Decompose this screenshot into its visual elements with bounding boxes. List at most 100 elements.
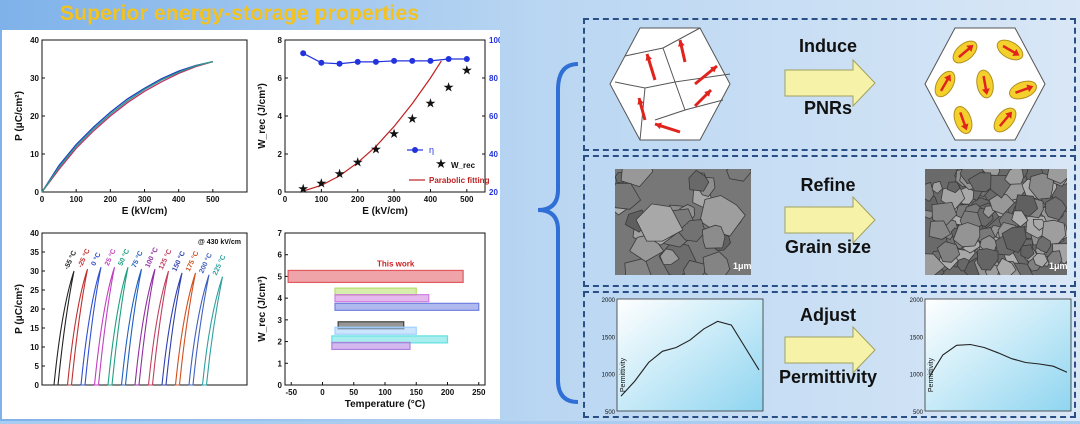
loop-0 xyxy=(53,270,75,386)
y-tick-label: 20 xyxy=(30,112,39,121)
y-tick-label: 5 xyxy=(278,272,283,281)
loop-8 xyxy=(161,272,183,386)
legend-wrec-label: W_rec xyxy=(451,161,476,170)
x-tick-label: 300 xyxy=(138,195,152,204)
field-annotation: @ 430 kV/cm xyxy=(198,239,241,246)
perm-curve xyxy=(620,320,760,397)
loop-6 xyxy=(134,268,156,386)
grain xyxy=(1046,250,1063,266)
bracket xyxy=(537,62,579,404)
perm-y-tick-label: 2000 xyxy=(910,298,924,304)
loop-4 xyxy=(107,267,129,386)
induce-label: Induce xyxy=(798,36,857,56)
x-axis-label: E (kV/cm) xyxy=(122,206,168,217)
x-tick-label: 150 xyxy=(410,388,424,397)
grain xyxy=(1032,252,1049,268)
grain xyxy=(1044,196,1067,221)
box-refine-grain: 1μm Refine Grain size 1μm xyxy=(583,155,1076,287)
grain xyxy=(1011,210,1029,228)
grain xyxy=(701,224,726,249)
temperature-label: 25 °C xyxy=(103,248,118,267)
x-tick-label: 400 xyxy=(424,195,438,204)
grain xyxy=(702,251,731,275)
perm-curve xyxy=(928,343,1068,378)
grain xyxy=(1020,244,1035,260)
y-tick-label: 35 xyxy=(30,248,39,257)
grain xyxy=(996,257,1017,275)
chart-temperature-loops: 0 5 10 15 20 25 30 35 40 P (μC/cm²) @ 430 kV/cm -55… xyxy=(14,229,248,390)
grain xyxy=(1046,169,1067,184)
y-tick-label: 0 xyxy=(35,381,40,390)
x-tick-label: 0 xyxy=(40,195,45,204)
legend-fit-label: Parabolic fitting xyxy=(429,176,490,185)
x-tick-label: 200 xyxy=(104,195,118,204)
grain xyxy=(931,201,958,227)
y2-tick-label: 60 xyxy=(489,112,498,121)
grain xyxy=(967,172,996,193)
grain xyxy=(635,203,684,242)
y-tick-label: 5 xyxy=(35,362,40,371)
eta-point xyxy=(463,56,470,62)
grain xyxy=(928,220,952,240)
grain xyxy=(699,195,746,237)
grain xyxy=(688,169,710,192)
y2-tick-label: 100 xyxy=(489,36,500,45)
grain xyxy=(936,241,961,263)
eta-point xyxy=(427,57,434,64)
x-tick-label: 50 xyxy=(349,388,358,397)
grain xyxy=(925,181,935,202)
x-tick-label: 500 xyxy=(460,195,474,204)
y-tick-label: 0 xyxy=(278,188,283,197)
y-tick-label: 15 xyxy=(30,324,39,333)
y2-tick-label: 40 xyxy=(489,150,498,159)
eta-point xyxy=(300,50,307,57)
refine-label: Refine xyxy=(800,175,856,195)
grain xyxy=(931,180,943,194)
temperature-label: 100 °C xyxy=(144,246,160,269)
y-tick-label: 30 xyxy=(30,74,39,83)
perm-y-tick-label: 2000 xyxy=(602,298,616,304)
pnr-ellipses xyxy=(934,39,1037,134)
pnr-arrow-head-1 xyxy=(1012,49,1020,56)
grain-hexagon-before xyxy=(609,27,731,141)
y-tick-label: 40 xyxy=(30,229,39,238)
x-tick-label: 100 xyxy=(69,195,83,204)
temperature-label: -25 °C xyxy=(76,248,92,269)
x-axis-label: E (kV/cm) xyxy=(362,206,408,217)
perm-y-tick-label: 500 xyxy=(913,410,924,416)
x-tick-label: 0 xyxy=(320,388,325,397)
y2-tick-label: 80 xyxy=(489,74,498,83)
temperature-label: -55 °C xyxy=(63,249,79,270)
y-tick-label: 7 xyxy=(278,229,283,238)
temperature-label: 125 °C xyxy=(157,248,173,271)
loop-5 xyxy=(120,268,143,386)
loop-3 xyxy=(93,267,116,386)
grain xyxy=(620,169,654,188)
y-tick-label: 25 xyxy=(30,286,39,295)
wrec-point: ★ xyxy=(443,80,455,95)
arrow-adjust xyxy=(784,325,876,375)
pnr-arrow-head-5 xyxy=(960,123,969,131)
y-axis-label: W_rec (J/cm³) xyxy=(257,276,268,342)
grain xyxy=(1004,169,1024,185)
loop-2 xyxy=(80,267,102,386)
grain xyxy=(1001,226,1027,254)
legend-wrec-marker: ★ xyxy=(435,156,447,171)
box-induce-pnrs: Induce PNRs xyxy=(583,18,1076,151)
wrec-point: ★ xyxy=(406,111,418,126)
wrec-point: ★ xyxy=(370,141,382,156)
y-tick-label: 3 xyxy=(278,316,283,325)
temperature-label: 75 °C xyxy=(130,250,145,269)
loop-7 xyxy=(147,270,170,386)
chart-pe-loops: 0 100 200 300 400 500 0 10 20 30 40 E (kV/cm) P (μC/… xyxy=(14,36,248,217)
grain xyxy=(659,248,680,266)
y-tick-label: 30 xyxy=(30,267,39,276)
wrec-point: ★ xyxy=(425,96,437,111)
x-tick-label: 0 xyxy=(283,195,288,204)
temperature-label: 225 °C xyxy=(211,254,227,277)
plot-frame xyxy=(41,39,248,193)
y-tick-label: 1 xyxy=(278,359,283,368)
arrow-induce xyxy=(784,58,876,108)
